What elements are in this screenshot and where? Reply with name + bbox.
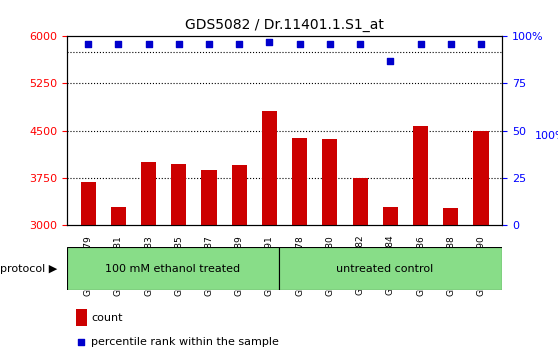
Bar [443, 208, 458, 225]
FancyBboxPatch shape [67, 247, 278, 290]
Point [295, 41, 304, 47]
Bar [413, 126, 428, 225]
Bar [111, 207, 126, 225]
Text: percentile rank within the sample: percentile rank within the sample [91, 337, 279, 347]
Bar [232, 165, 247, 225]
Point [144, 41, 153, 47]
Bar [323, 139, 338, 225]
Bar [474, 131, 489, 225]
Bar [80, 182, 95, 225]
Point [265, 39, 274, 45]
Point [386, 58, 395, 64]
Text: count: count [91, 313, 122, 323]
Point [235, 41, 244, 47]
Point [205, 41, 214, 47]
Point [407, 202, 416, 208]
Point [416, 41, 425, 47]
Point [84, 41, 93, 47]
Point [114, 41, 123, 47]
FancyBboxPatch shape [278, 247, 502, 290]
Point [174, 41, 183, 47]
Point [446, 41, 455, 47]
Bar [292, 138, 307, 225]
Bar [383, 207, 398, 225]
Title: GDS5082 / Dr.11401.1.S1_at: GDS5082 / Dr.11401.1.S1_at [185, 19, 384, 33]
Point [477, 41, 485, 47]
Text: 100 mM ethanol treated: 100 mM ethanol treated [105, 264, 240, 274]
Y-axis label: 100%: 100% [535, 131, 558, 141]
Text: protocol ▶: protocol ▶ [0, 264, 57, 274]
Text: untreated control: untreated control [336, 264, 433, 274]
Point [355, 41, 364, 47]
Bar [262, 111, 277, 225]
Bar [76, 309, 86, 326]
Bar [171, 164, 186, 225]
Bar [141, 162, 156, 225]
Point [325, 41, 334, 47]
Bar [201, 170, 217, 225]
Bar [353, 179, 368, 225]
